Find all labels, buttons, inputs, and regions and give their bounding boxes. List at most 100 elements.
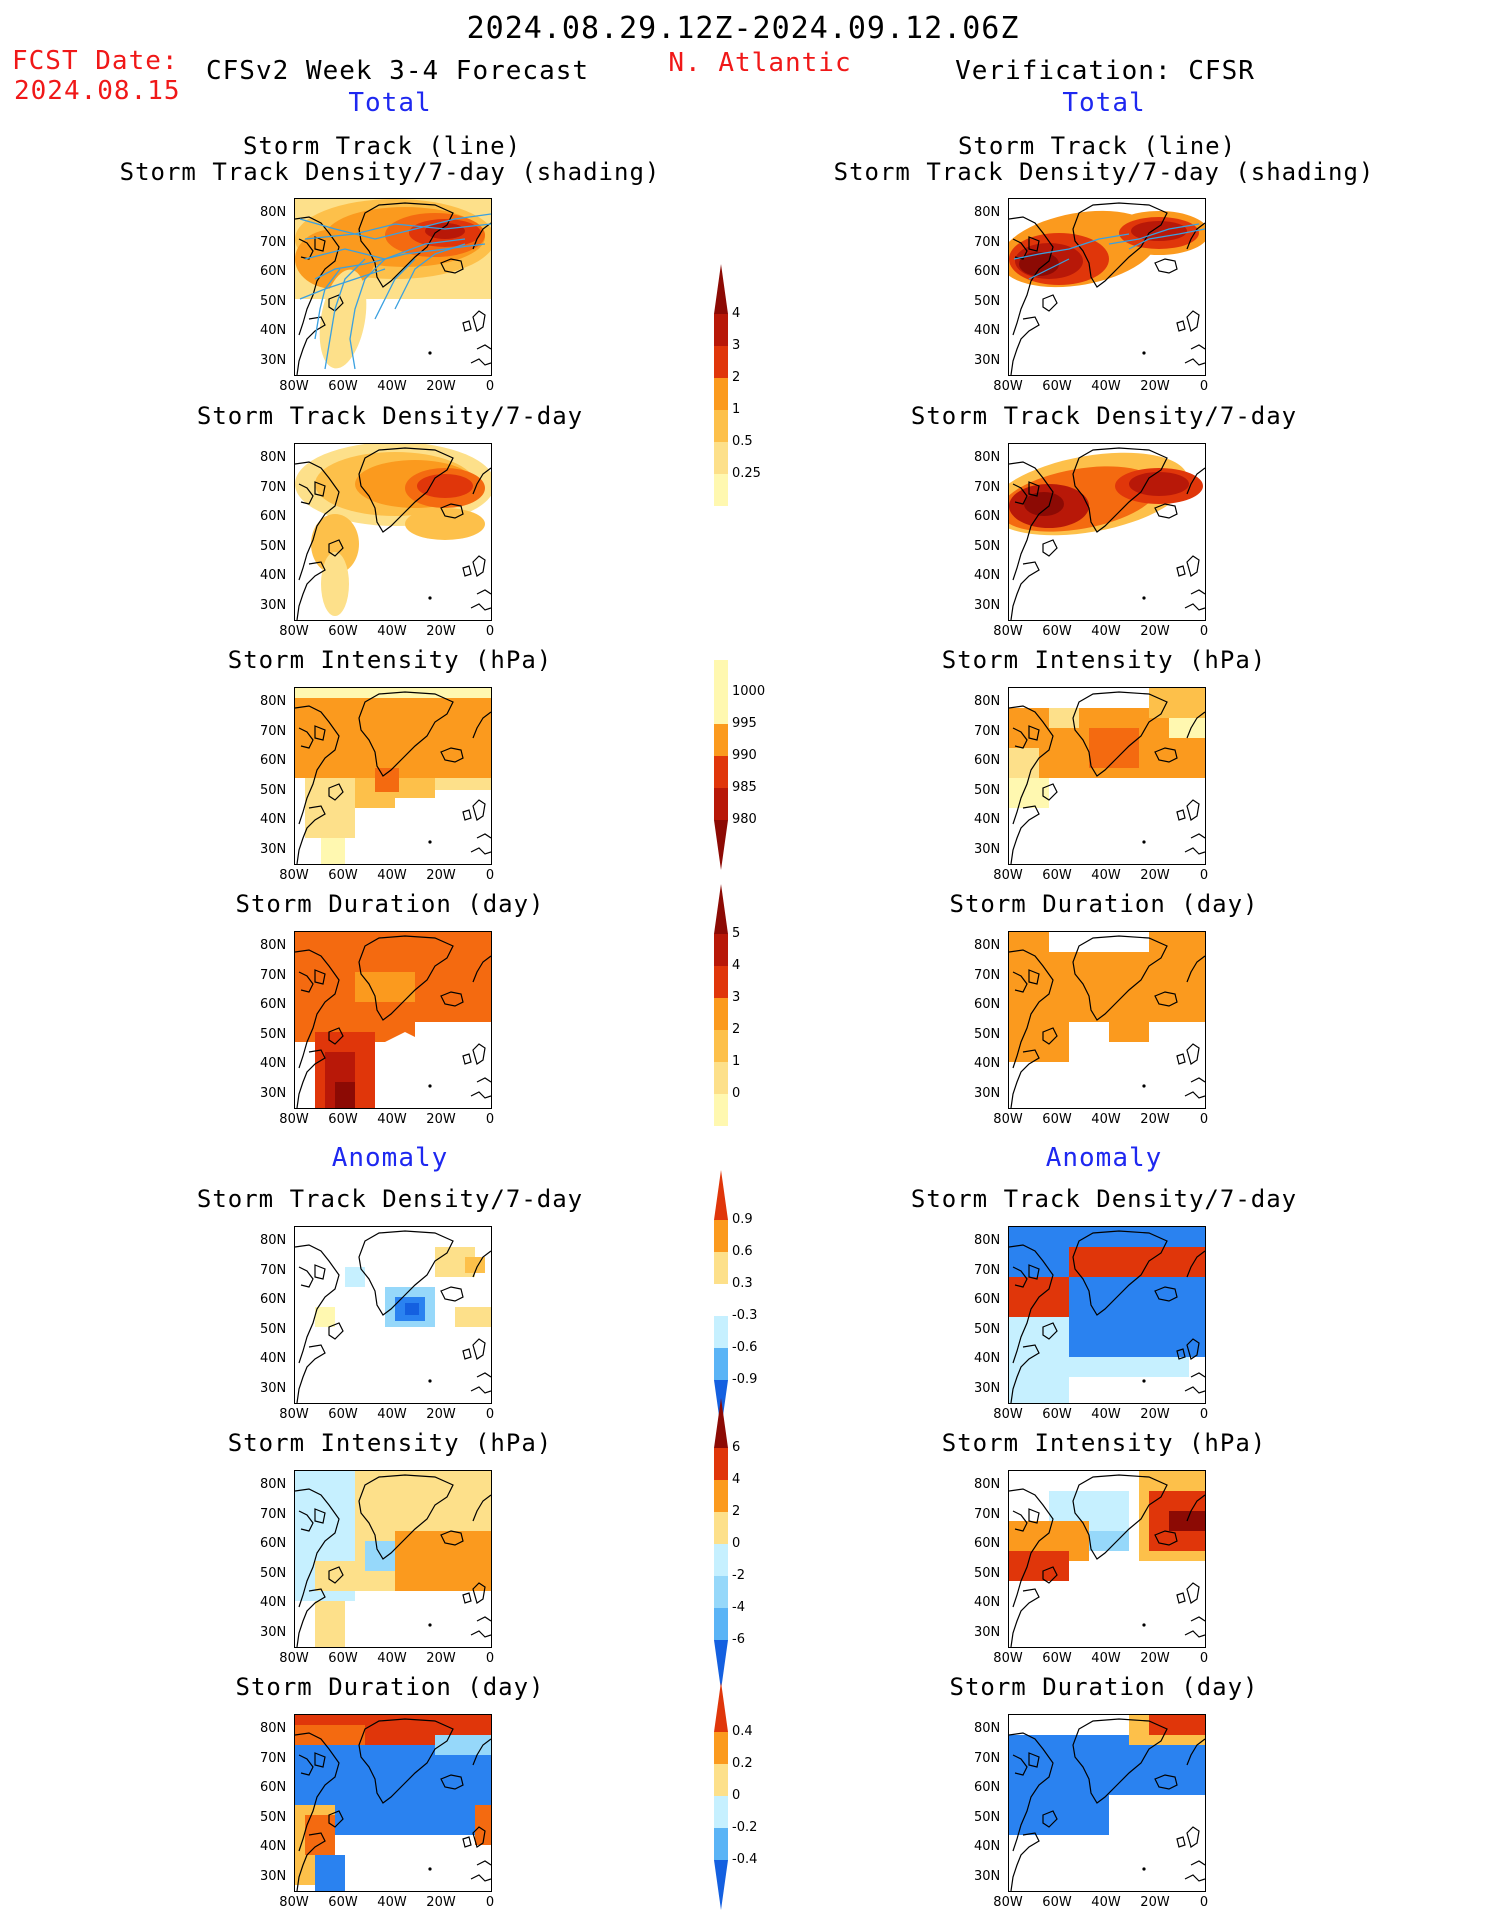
colorbar-tick-label: -0.4 [732,1852,758,1867]
map-intensity-forecast [294,687,492,865]
lat-tick-label: 70N [974,479,1001,495]
lon-tick-label: 40W [377,379,407,394]
lat-tick-label: 40N [260,1056,287,1071]
colorbar-graphic [714,264,728,506]
lat-tick-label: 40N [260,812,287,827]
colorbar-tick-label: 0.9 [732,1212,753,1227]
panel-title-density-left: Storm Track Density/7-day [196,402,584,430]
lat-tick-label: 60N [260,509,287,524]
lat-tick-label: 60N [974,264,1001,279]
lon-tick-label: 20W [1140,1895,1170,1910]
lat-tick-label: 30N [260,1868,287,1884]
lat-tick-label: 70N [260,1262,287,1278]
lat-tick-label: 40N [260,1595,287,1610]
lat-tick-label: 50N [974,1026,1001,1042]
colorbar-tick-label: 0 [732,1536,741,1551]
colorbar-tick-label: 0.5 [732,434,753,449]
lon-tick-label: 20W [1140,868,1170,883]
map-duration-cfsr [1008,931,1206,1109]
lat-tick-label: 80N [974,1233,1001,1248]
lon-tick-label: 60W [328,1895,358,1910]
lat-tick-label: 50N [260,1321,287,1337]
colorbar-tick-label: -6 [732,1632,745,1647]
lon-tick-label: 40W [377,1895,407,1910]
forecast-period-title: 2024.08.29.12Z-2024.09.12.06Z [466,11,1020,46]
lat-tick-label: 30N [974,1380,1001,1396]
lat-tick-label: 60N [974,1292,1001,1307]
lat-tick-label: 60N [974,1536,1001,1551]
panel-title-intensity-anom-left: Storm Intensity (hPa) [227,1429,553,1457]
lat-tick-label: 80N [260,450,287,465]
map-track-cfsr [1008,198,1206,376]
colorbar-tick-label: 4 [732,306,741,321]
colorbar-tick-label: 5 [732,926,741,941]
panel-title-track-line-right: Storm Track (line) [957,132,1237,160]
lat-tick-label: 80N [260,1721,287,1736]
anomaly-left-label: Anomaly [331,1143,449,1173]
map-track-forecast [294,198,492,376]
map-duration-forecast [294,931,492,1109]
colorbar-tick-label: 3 [732,990,741,1005]
panel-title-track-line-left: Storm Track (line) [242,132,522,160]
lon-tick-label: 0 [1199,1407,1209,1422]
lon-tick-label: 60W [1042,624,1072,639]
lon-tick-label: 0 [1199,1112,1209,1127]
lat-tick-label: 70N [974,1262,1001,1278]
lon-tick-label: 80W [993,1407,1023,1422]
total-left-label: Total [348,88,432,118]
lon-tick-label: 40W [1091,379,1121,394]
colorbar-tick-label: -0.9 [732,1372,758,1387]
lat-tick-label: 80N [974,1721,1001,1736]
map-density-cfsr [1008,443,1206,621]
colorbar-tick-label: 1000 [732,684,766,699]
lat-tick-label: 80N [974,1477,1001,1492]
colorbar-graphic [714,884,728,1126]
lat-tick-label: 50N [974,1321,1001,1337]
lon-tick-label: 40W [1091,1407,1121,1422]
lon-tick-label: 60W [1042,1112,1072,1127]
map-intensity-anom-cfsr [1008,1470,1206,1648]
lon-tick-label: 20W [426,1895,456,1910]
map-duration-anom-forecast [294,1714,492,1892]
colorbar-graphic [714,1682,728,1910]
map-density-anom-forecast [294,1226,492,1404]
panel-title-track-shading-right: Storm Track Density/7-day (shading) [833,158,1375,186]
lat-tick-label: 60N [260,1780,287,1795]
colorbar-tick-label: 0 [732,1788,741,1803]
lon-tick-label: 80W [993,624,1023,639]
lat-tick-label: 80N [260,1477,287,1492]
colorbar-tick-label: 0.6 [732,1244,753,1259]
lat-tick-label: 80N [260,205,287,220]
lon-tick-label: 80W [279,1407,309,1422]
colorbar-graphic [714,660,728,870]
lat-tick-label: 60N [974,997,1001,1012]
lon-tick-label: 0 [1199,1895,1209,1910]
lon-tick-label: 60W [328,1112,358,1127]
lat-tick-label: 30N [260,352,287,368]
panel-title-density-right: Storm Track Density/7-day [910,402,1298,430]
lat-tick-label: 40N [260,1839,287,1854]
lon-tick-label: 20W [426,624,456,639]
lat-tick-label: 60N [260,1536,287,1551]
lat-tick-label: 60N [260,264,287,279]
lat-tick-label: 80N [260,938,287,953]
map-duration-anom-cfsr [1008,1714,1206,1892]
lon-tick-label: 20W [426,379,456,394]
colorbar-tick-label: 1 [732,1054,741,1069]
lat-tick-label: 40N [260,568,287,583]
lon-tick-label: 0 [485,624,495,639]
colorbar-tick-label: -2 [732,1568,745,1583]
lat-tick-label: 80N [974,205,1001,220]
lon-tick-label: 20W [426,1407,456,1422]
map-density-forecast [294,443,492,621]
lon-tick-label: 40W [1091,868,1121,883]
lat-tick-label: 40N [974,568,1001,583]
lon-tick-label: 60W [1042,1407,1072,1422]
lon-tick-label: 20W [1140,1651,1170,1666]
lat-tick-label: 30N [260,1380,287,1396]
lat-tick-label: 50N [974,782,1001,798]
colorbar-graphic [714,1170,728,1430]
lon-tick-label: 20W [1140,1112,1170,1127]
lon-tick-label: 80W [279,379,309,394]
panel-title-duration-right: Storm Duration (day) [949,890,1259,918]
